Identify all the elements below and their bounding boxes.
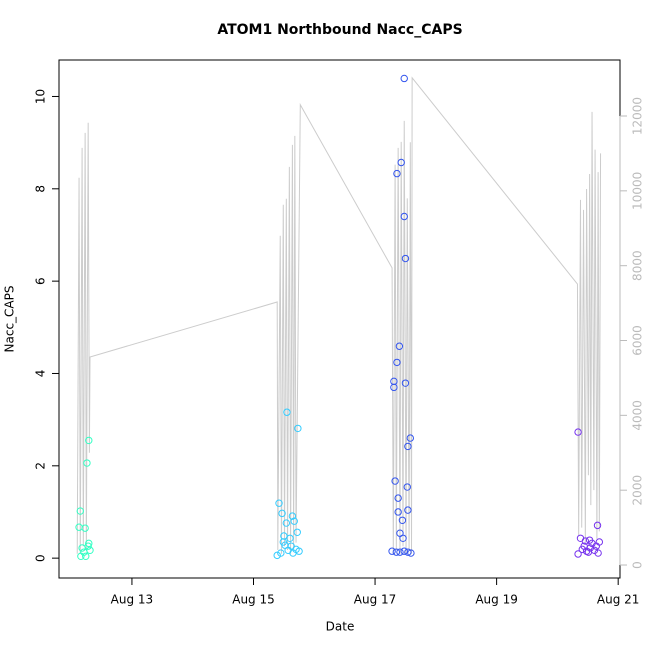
point <box>403 483 411 491</box>
point <box>395 342 404 350</box>
y2-tick-label: 0 <box>631 561 645 569</box>
point <box>394 508 402 516</box>
y2-tick-label: 8000 <box>631 250 645 281</box>
point <box>404 442 412 451</box>
point <box>295 547 303 555</box>
point <box>277 549 285 557</box>
point <box>279 538 287 546</box>
point <box>288 512 297 520</box>
point <box>398 516 407 524</box>
y-tick-label: 10 <box>34 89 48 104</box>
point <box>278 509 286 518</box>
point <box>594 549 602 557</box>
point <box>76 507 84 515</box>
point <box>293 528 301 536</box>
point <box>401 379 410 387</box>
point <box>584 548 593 556</box>
point <box>273 551 281 560</box>
y-axis-label: Nacc_CAPS <box>3 286 17 353</box>
point <box>407 549 415 557</box>
y2-tick-label: 4000 <box>631 400 645 431</box>
x-tick-label: Aug 21 <box>597 593 640 607</box>
y2-tick-label: 10000 <box>631 172 645 210</box>
point <box>400 74 408 83</box>
point <box>85 436 93 445</box>
point <box>287 542 295 550</box>
point <box>401 254 410 263</box>
point <box>404 548 412 556</box>
point <box>84 542 92 550</box>
point <box>82 552 90 561</box>
chart-title: ATOM1 Northbound Nacc_CAPS <box>217 22 462 38</box>
y2-tick-label: 2000 <box>631 475 645 506</box>
x-tick-label: Aug 19 <box>475 593 518 607</box>
point <box>400 547 408 555</box>
y2-tick-label: 6000 <box>631 325 645 356</box>
point <box>390 383 398 392</box>
y-tick-label: 8 <box>34 185 48 193</box>
point <box>85 539 93 548</box>
x-tick-label: Aug 15 <box>232 593 275 607</box>
point <box>400 212 408 221</box>
x-tick-label: Aug 17 <box>354 593 397 607</box>
point <box>290 517 298 525</box>
point <box>404 506 412 514</box>
y2-tick-label: 12000 <box>631 97 645 135</box>
y-tick-label: 2 <box>34 462 48 470</box>
point <box>83 459 91 467</box>
y-tick-label: 4 <box>34 370 48 378</box>
point <box>86 546 94 554</box>
point <box>406 434 415 442</box>
point <box>391 477 399 485</box>
point <box>77 552 85 561</box>
point <box>275 499 283 507</box>
y-tick-label: 0 <box>34 554 48 562</box>
point <box>393 169 401 178</box>
point <box>397 158 405 167</box>
y-tick-label: 6 <box>34 277 48 285</box>
point <box>81 524 89 532</box>
point <box>294 424 302 433</box>
point <box>574 428 582 436</box>
x-tick-label: Aug 13 <box>111 593 154 607</box>
point <box>580 542 588 550</box>
x-axis-label: Date <box>326 620 355 634</box>
point <box>396 548 404 556</box>
point <box>574 550 582 558</box>
point <box>595 538 604 546</box>
point <box>393 358 401 367</box>
point <box>593 521 602 530</box>
point <box>394 494 402 502</box>
point <box>283 408 291 416</box>
point <box>392 548 401 556</box>
point <box>388 547 396 555</box>
point <box>282 519 291 527</box>
point <box>399 534 407 542</box>
point <box>581 537 590 545</box>
